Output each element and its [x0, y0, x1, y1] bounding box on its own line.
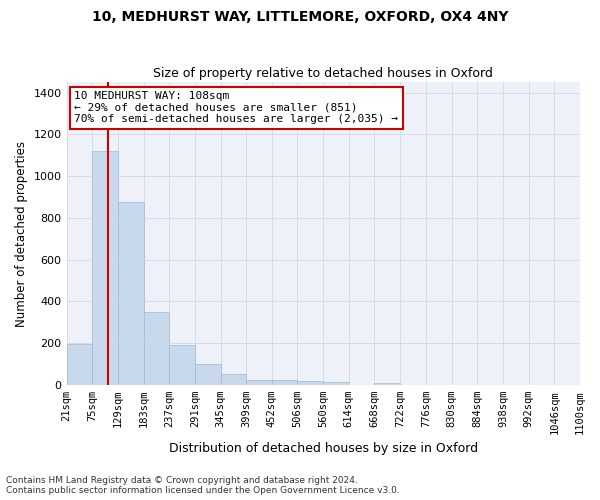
Bar — [298, 382, 323, 385]
Bar — [272, 380, 298, 385]
Bar — [221, 374, 247, 385]
X-axis label: Distribution of detached houses by size in Oxford: Distribution of detached houses by size … — [169, 442, 478, 455]
Text: Contains HM Land Registry data © Crown copyright and database right 2024.
Contai: Contains HM Land Registry data © Crown c… — [6, 476, 400, 495]
Bar — [374, 382, 400, 385]
Bar — [143, 312, 169, 385]
Bar — [195, 364, 221, 385]
Bar — [92, 151, 118, 385]
Bar — [323, 382, 349, 385]
Bar — [67, 344, 92, 385]
Text: 10, MEDHURST WAY, LITTLEMORE, OXFORD, OX4 4NY: 10, MEDHURST WAY, LITTLEMORE, OXFORD, OX… — [92, 10, 508, 24]
Y-axis label: Number of detached properties: Number of detached properties — [15, 140, 28, 326]
Bar — [118, 202, 143, 385]
Text: 10 MEDHURST WAY: 108sqm
← 29% of detached houses are smaller (851)
70% of semi-d: 10 MEDHURST WAY: 108sqm ← 29% of detache… — [74, 91, 398, 124]
Title: Size of property relative to detached houses in Oxford: Size of property relative to detached ho… — [154, 66, 493, 80]
Bar — [169, 345, 195, 385]
Bar — [247, 380, 272, 385]
